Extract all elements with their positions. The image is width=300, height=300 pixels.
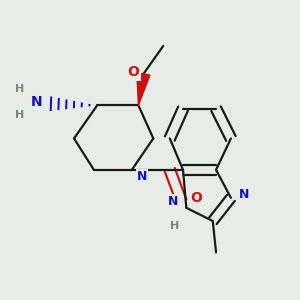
Text: H: H bbox=[15, 84, 24, 94]
Text: N: N bbox=[168, 195, 178, 208]
Text: N: N bbox=[30, 95, 42, 109]
Text: H: H bbox=[15, 110, 24, 120]
Text: N: N bbox=[239, 188, 249, 201]
Text: H: H bbox=[170, 221, 179, 231]
Text: O: O bbox=[128, 65, 140, 80]
Text: N: N bbox=[136, 170, 147, 183]
Polygon shape bbox=[137, 73, 150, 105]
Text: O: O bbox=[190, 191, 202, 205]
